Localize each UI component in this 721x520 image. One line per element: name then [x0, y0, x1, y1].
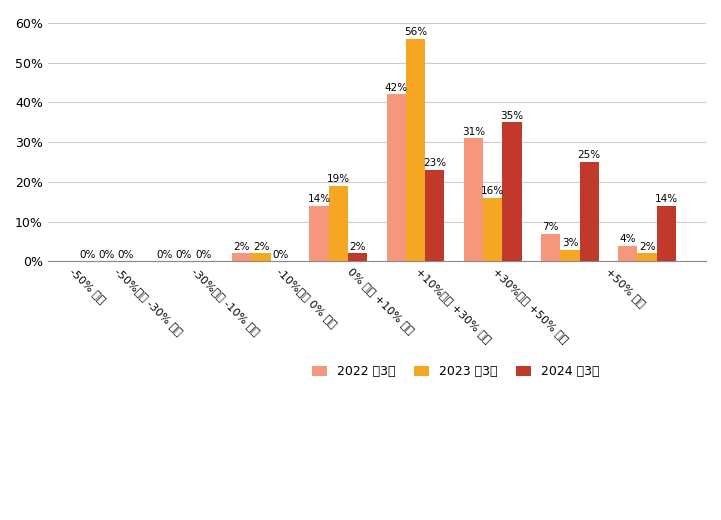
Text: 0%: 0%	[118, 250, 134, 260]
Bar	[464, 138, 483, 262]
Bar	[560, 250, 580, 262]
Bar	[637, 253, 657, 262]
Text: 0%: 0%	[99, 250, 115, 260]
Legend: 2022 年3月, 2023 年3月, 2024 年3月: 2022 年3月, 2023 年3月, 2024 年3月	[307, 360, 605, 383]
Bar	[657, 206, 676, 262]
Bar	[329, 186, 348, 262]
Text: 35%: 35%	[500, 111, 523, 121]
Text: 3%: 3%	[562, 238, 578, 248]
Bar	[252, 253, 271, 262]
Bar	[541, 233, 560, 262]
Bar	[386, 95, 406, 262]
Bar	[618, 245, 637, 262]
Text: 31%: 31%	[462, 127, 485, 137]
Text: 0%: 0%	[79, 250, 96, 260]
Text: 0%: 0%	[195, 250, 211, 260]
Text: 2%: 2%	[253, 242, 270, 252]
Text: 2%: 2%	[234, 242, 250, 252]
Bar	[348, 253, 367, 262]
Text: 42%: 42%	[385, 83, 408, 93]
Bar	[406, 39, 425, 262]
Text: 25%: 25%	[578, 150, 601, 161]
Bar	[425, 170, 444, 262]
Text: 19%: 19%	[327, 174, 350, 184]
Text: 23%: 23%	[423, 159, 446, 168]
Text: 2%: 2%	[639, 242, 655, 252]
Text: 4%: 4%	[619, 234, 636, 244]
Bar	[309, 206, 329, 262]
Text: 7%: 7%	[542, 222, 559, 232]
Text: 14%: 14%	[655, 194, 678, 204]
Text: 56%: 56%	[404, 27, 427, 37]
Bar	[483, 198, 503, 262]
Bar	[503, 122, 522, 262]
Text: 0%: 0%	[156, 250, 173, 260]
Text: 14%: 14%	[307, 194, 331, 204]
Text: 16%: 16%	[481, 186, 504, 196]
Text: 2%: 2%	[350, 242, 366, 252]
Bar	[232, 253, 252, 262]
Text: 0%: 0%	[176, 250, 192, 260]
Bar	[580, 162, 599, 262]
Text: 0%: 0%	[273, 250, 288, 260]
